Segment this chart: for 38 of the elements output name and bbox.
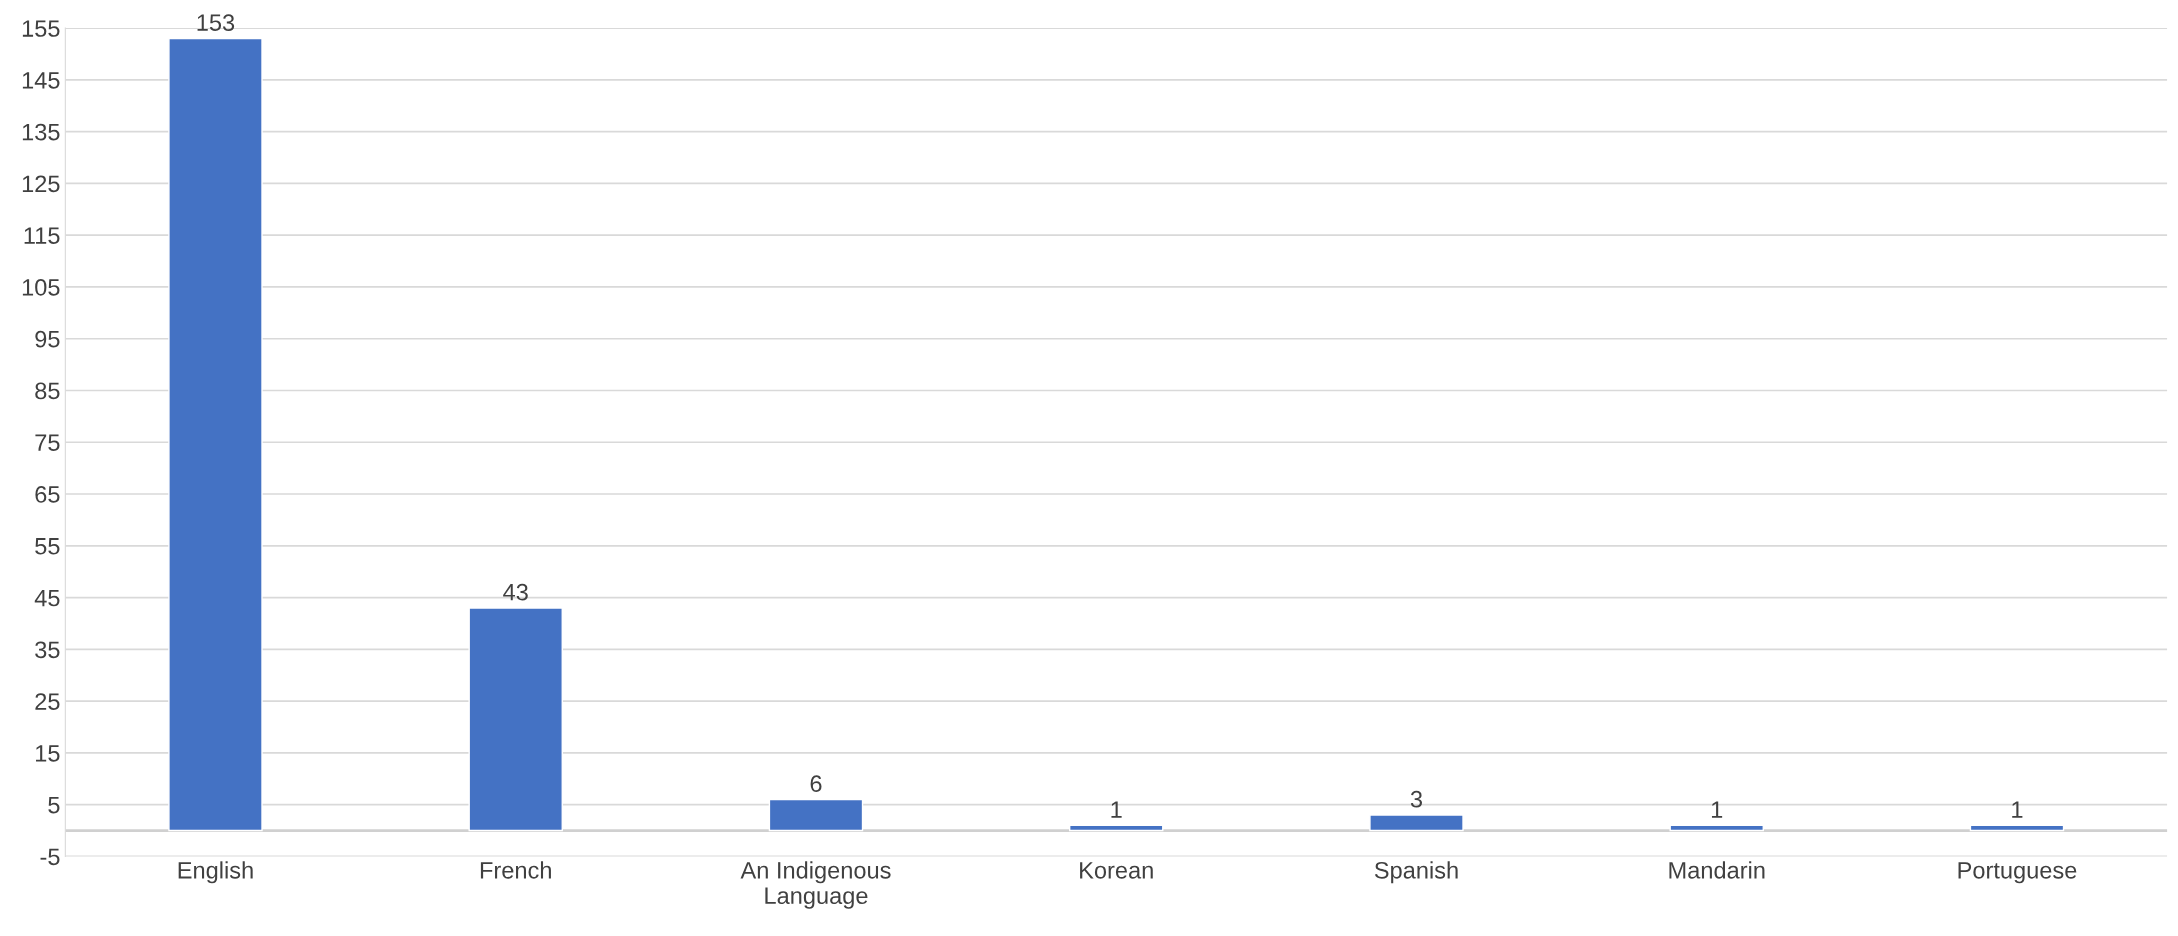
bar xyxy=(1068,824,1164,832)
y-tick-label: 135 xyxy=(22,123,60,141)
y-tick-label: 145 xyxy=(22,72,60,89)
x-tick-label: An Indigenous Language xyxy=(740,861,891,909)
x-tick-label: Korean xyxy=(1080,862,1153,879)
y-tick-label: 75 xyxy=(35,434,60,452)
y-tick-label: 55 xyxy=(35,538,60,555)
bar xyxy=(768,798,864,832)
y-tick-label: 85 xyxy=(35,382,60,400)
y-tick-label: 35 xyxy=(35,641,60,659)
y-tick-label: -5 xyxy=(40,848,60,866)
data-label: 153 xyxy=(197,14,235,31)
x-tick-label: French xyxy=(480,861,551,879)
bar xyxy=(1969,824,2065,832)
y-tick-label: 155 xyxy=(22,20,60,37)
y-tick-label: 115 xyxy=(24,227,60,244)
data-label: 3 xyxy=(1410,790,1423,808)
bar xyxy=(1669,824,1764,832)
data-label: 1 xyxy=(1711,801,1723,818)
y-tick-label: 15 xyxy=(36,745,60,762)
y-tick-label: 65 xyxy=(35,486,60,503)
bar xyxy=(468,607,563,832)
y-tick-label: 25 xyxy=(35,693,60,710)
y-tick-label: 45 xyxy=(34,589,60,607)
y-tick-label: 105 xyxy=(22,279,60,296)
data-label: 1 xyxy=(1111,801,1122,818)
data-label: 43 xyxy=(503,583,528,601)
bar xyxy=(168,37,263,832)
y-tick-label: 5 xyxy=(48,796,60,814)
x-tick-label: English xyxy=(178,861,253,884)
data-label: 6 xyxy=(810,775,822,793)
y-tick-label: 125 xyxy=(22,175,60,193)
y-tick-label: 95 xyxy=(35,330,60,348)
data-label: 1 xyxy=(2012,801,2023,818)
bar xyxy=(1369,814,1464,832)
x-tick-label: Spanish xyxy=(1374,861,1458,884)
x-tick-label: Portuguese xyxy=(1958,862,2077,884)
x-tick-label: Mandarin xyxy=(1669,861,1765,879)
